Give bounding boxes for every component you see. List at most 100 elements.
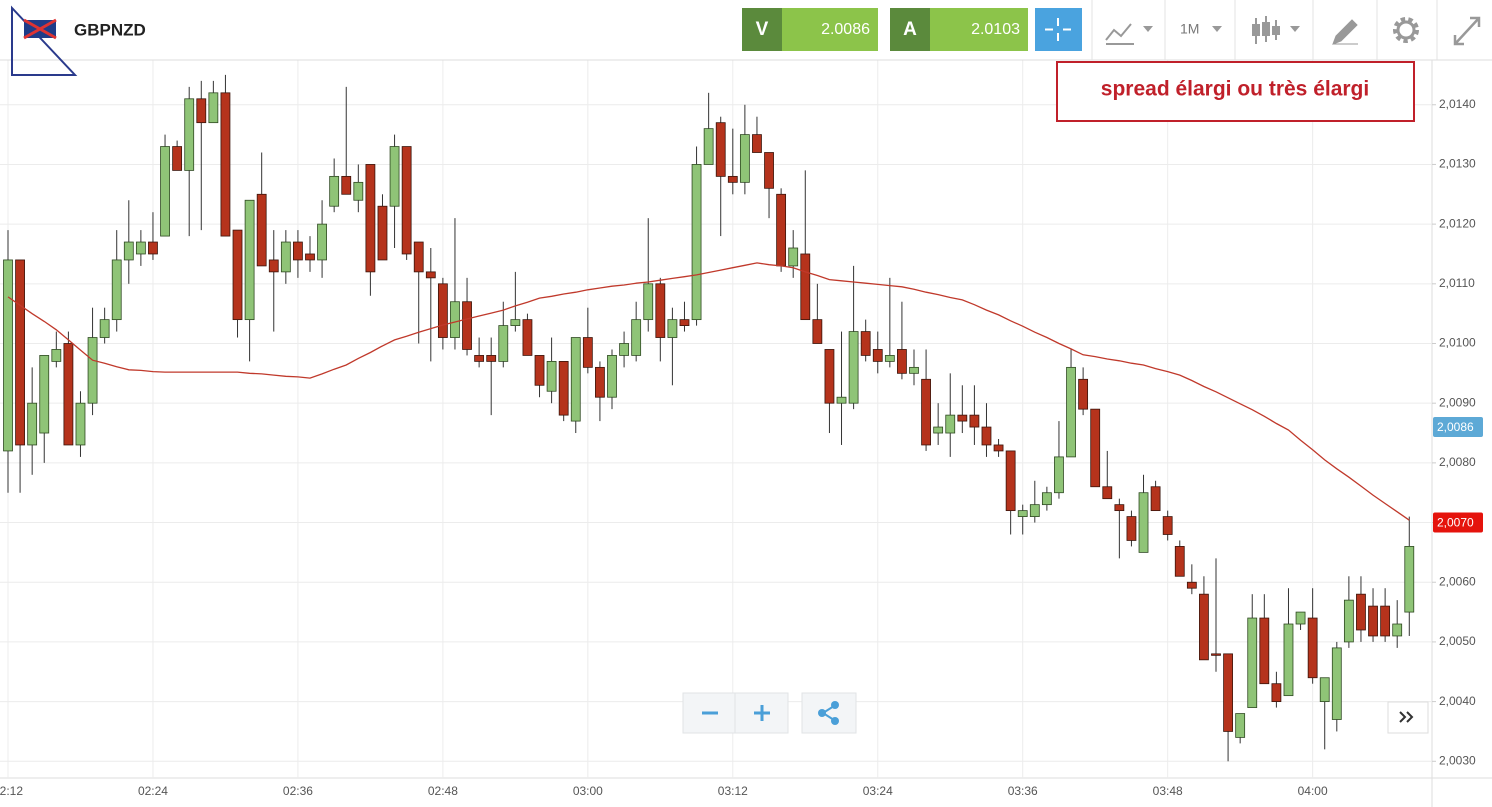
- chart-type-icon: [1105, 23, 1134, 45]
- candle-body: [921, 378, 931, 446]
- crosshair-button[interactable]: [1035, 8, 1082, 51]
- candle-body: [1090, 408, 1101, 488]
- candle-body: [1259, 617, 1270, 685]
- annotation-box: [1056, 61, 1415, 122]
- candle-body: [1138, 492, 1149, 553]
- candle-body: [800, 253, 811, 321]
- y-tick-label: 2,0130: [1439, 157, 1476, 171]
- candle-body: [1356, 593, 1366, 631]
- candle-body: [667, 319, 678, 338]
- candle-body: [776, 193, 787, 267]
- y-tick-label: 2,0140: [1439, 97, 1476, 111]
- candle-body: [1150, 486, 1161, 512]
- chart-type-button[interactable]: [1105, 23, 1153, 45]
- settings-button[interactable]: [1393, 17, 1419, 43]
- candle-body: [1392, 623, 1403, 637]
- indicator-button[interactable]: [1252, 16, 1300, 44]
- candle-body: [280, 241, 291, 273]
- buy-price: 2.0103: [971, 21, 1020, 38]
- candle-body: [691, 164, 702, 321]
- candle-body: [1066, 366, 1076, 458]
- sell-button[interactable]: V 2.0086: [742, 8, 878, 51]
- candle-body: [1380, 605, 1391, 637]
- candle-body: [160, 146, 170, 237]
- candle-body: [1199, 593, 1209, 661]
- share-box: [801, 692, 857, 734]
- candle-body: [631, 319, 642, 356]
- candle-body: [3, 259, 13, 452]
- candle-body: [836, 396, 847, 404]
- gear-icon: [1396, 20, 1416, 40]
- scroll-end-button[interactable]: [1387, 701, 1429, 734]
- buy-button[interactable]: A 2.0103: [890, 8, 1028, 51]
- candle-body: [1235, 713, 1246, 738]
- dropdown-arrow: [1290, 26, 1300, 32]
- candle-body: [1283, 623, 1294, 697]
- crosshair-box: [1035, 8, 1082, 51]
- share-button[interactable]: [801, 692, 857, 734]
- y-tick-label: 2,0090: [1439, 395, 1476, 409]
- candle-body: [570, 337, 581, 422]
- x-tick-label: 03:12: [718, 784, 748, 798]
- candle-body: [582, 337, 593, 368]
- zoom-out-button[interactable]: [682, 692, 736, 734]
- candle-body: [1078, 378, 1089, 410]
- pencil-icon: [1332, 19, 1358, 45]
- candle-body: [981, 426, 992, 446]
- toolbar-icons: 1M: [1091, 0, 1481, 60]
- timeframe-button[interactable]: 1M: [1180, 21, 1222, 37]
- candle-body: [679, 319, 690, 326]
- candle-body: [522, 319, 533, 356]
- candle-body: [232, 229, 243, 321]
- candle-body: [909, 366, 919, 374]
- dropdown-arrow: [1212, 26, 1222, 32]
- x-tick-label: 03:36: [1008, 784, 1038, 798]
- candle-body: [184, 98, 195, 171]
- candle-body: [1054, 456, 1064, 494]
- candle-body: [1211, 653, 1221, 656]
- candle-body: [51, 349, 62, 362]
- y-tick-label: 2,0050: [1439, 634, 1476, 648]
- expand-button[interactable]: [1453, 16, 1481, 46]
- zoom-in-button[interactable]: [734, 692, 789, 734]
- crosshair-icon: [1045, 18, 1071, 41]
- share-icon: [831, 717, 839, 725]
- candle-body: [377, 205, 388, 261]
- candle-body: [365, 164, 376, 273]
- candle-body: [897, 349, 907, 374]
- candle-body: [1029, 504, 1040, 517]
- y-tick-label: 2,0080: [1439, 455, 1476, 469]
- candle-body: [1223, 653, 1233, 732]
- candle-body: [534, 355, 545, 386]
- candle-body: [739, 134, 750, 183]
- candle-body: [764, 152, 774, 189]
- candle-body: [305, 253, 315, 261]
- draw-button[interactable]: [1332, 19, 1358, 45]
- candle-icon: [1262, 22, 1270, 36]
- moving-average: [7, 262, 1410, 521]
- zoom-controls: [682, 692, 1429, 734]
- symbol: GBPNZD: [74, 20, 146, 39]
- candle-body: [486, 355, 497, 362]
- candle-body: [607, 355, 617, 398]
- price-tag: [1433, 512, 1483, 533]
- candle-body: [293, 241, 303, 261]
- candle-body: [727, 175, 738, 183]
- candle-body: [1247, 617, 1258, 708]
- y-tick-label: 2,0120: [1439, 216, 1476, 230]
- candle-body: [27, 402, 38, 446]
- candle-body: [848, 331, 859, 404]
- candle-body: [244, 199, 255, 321]
- sell-label-box: [742, 8, 782, 51]
- candle-body: [401, 146, 412, 255]
- y-tick-label: 2,0060: [1439, 574, 1476, 588]
- candle-body: [498, 325, 509, 362]
- candle-body: [933, 426, 944, 434]
- x-tick-label: 02:24: [138, 784, 168, 798]
- candle-body: [884, 355, 895, 362]
- candle-body: [111, 259, 122, 321]
- candle-body: [643, 283, 654, 321]
- candle-body: [619, 343, 629, 356]
- candle-body: [1319, 677, 1330, 703]
